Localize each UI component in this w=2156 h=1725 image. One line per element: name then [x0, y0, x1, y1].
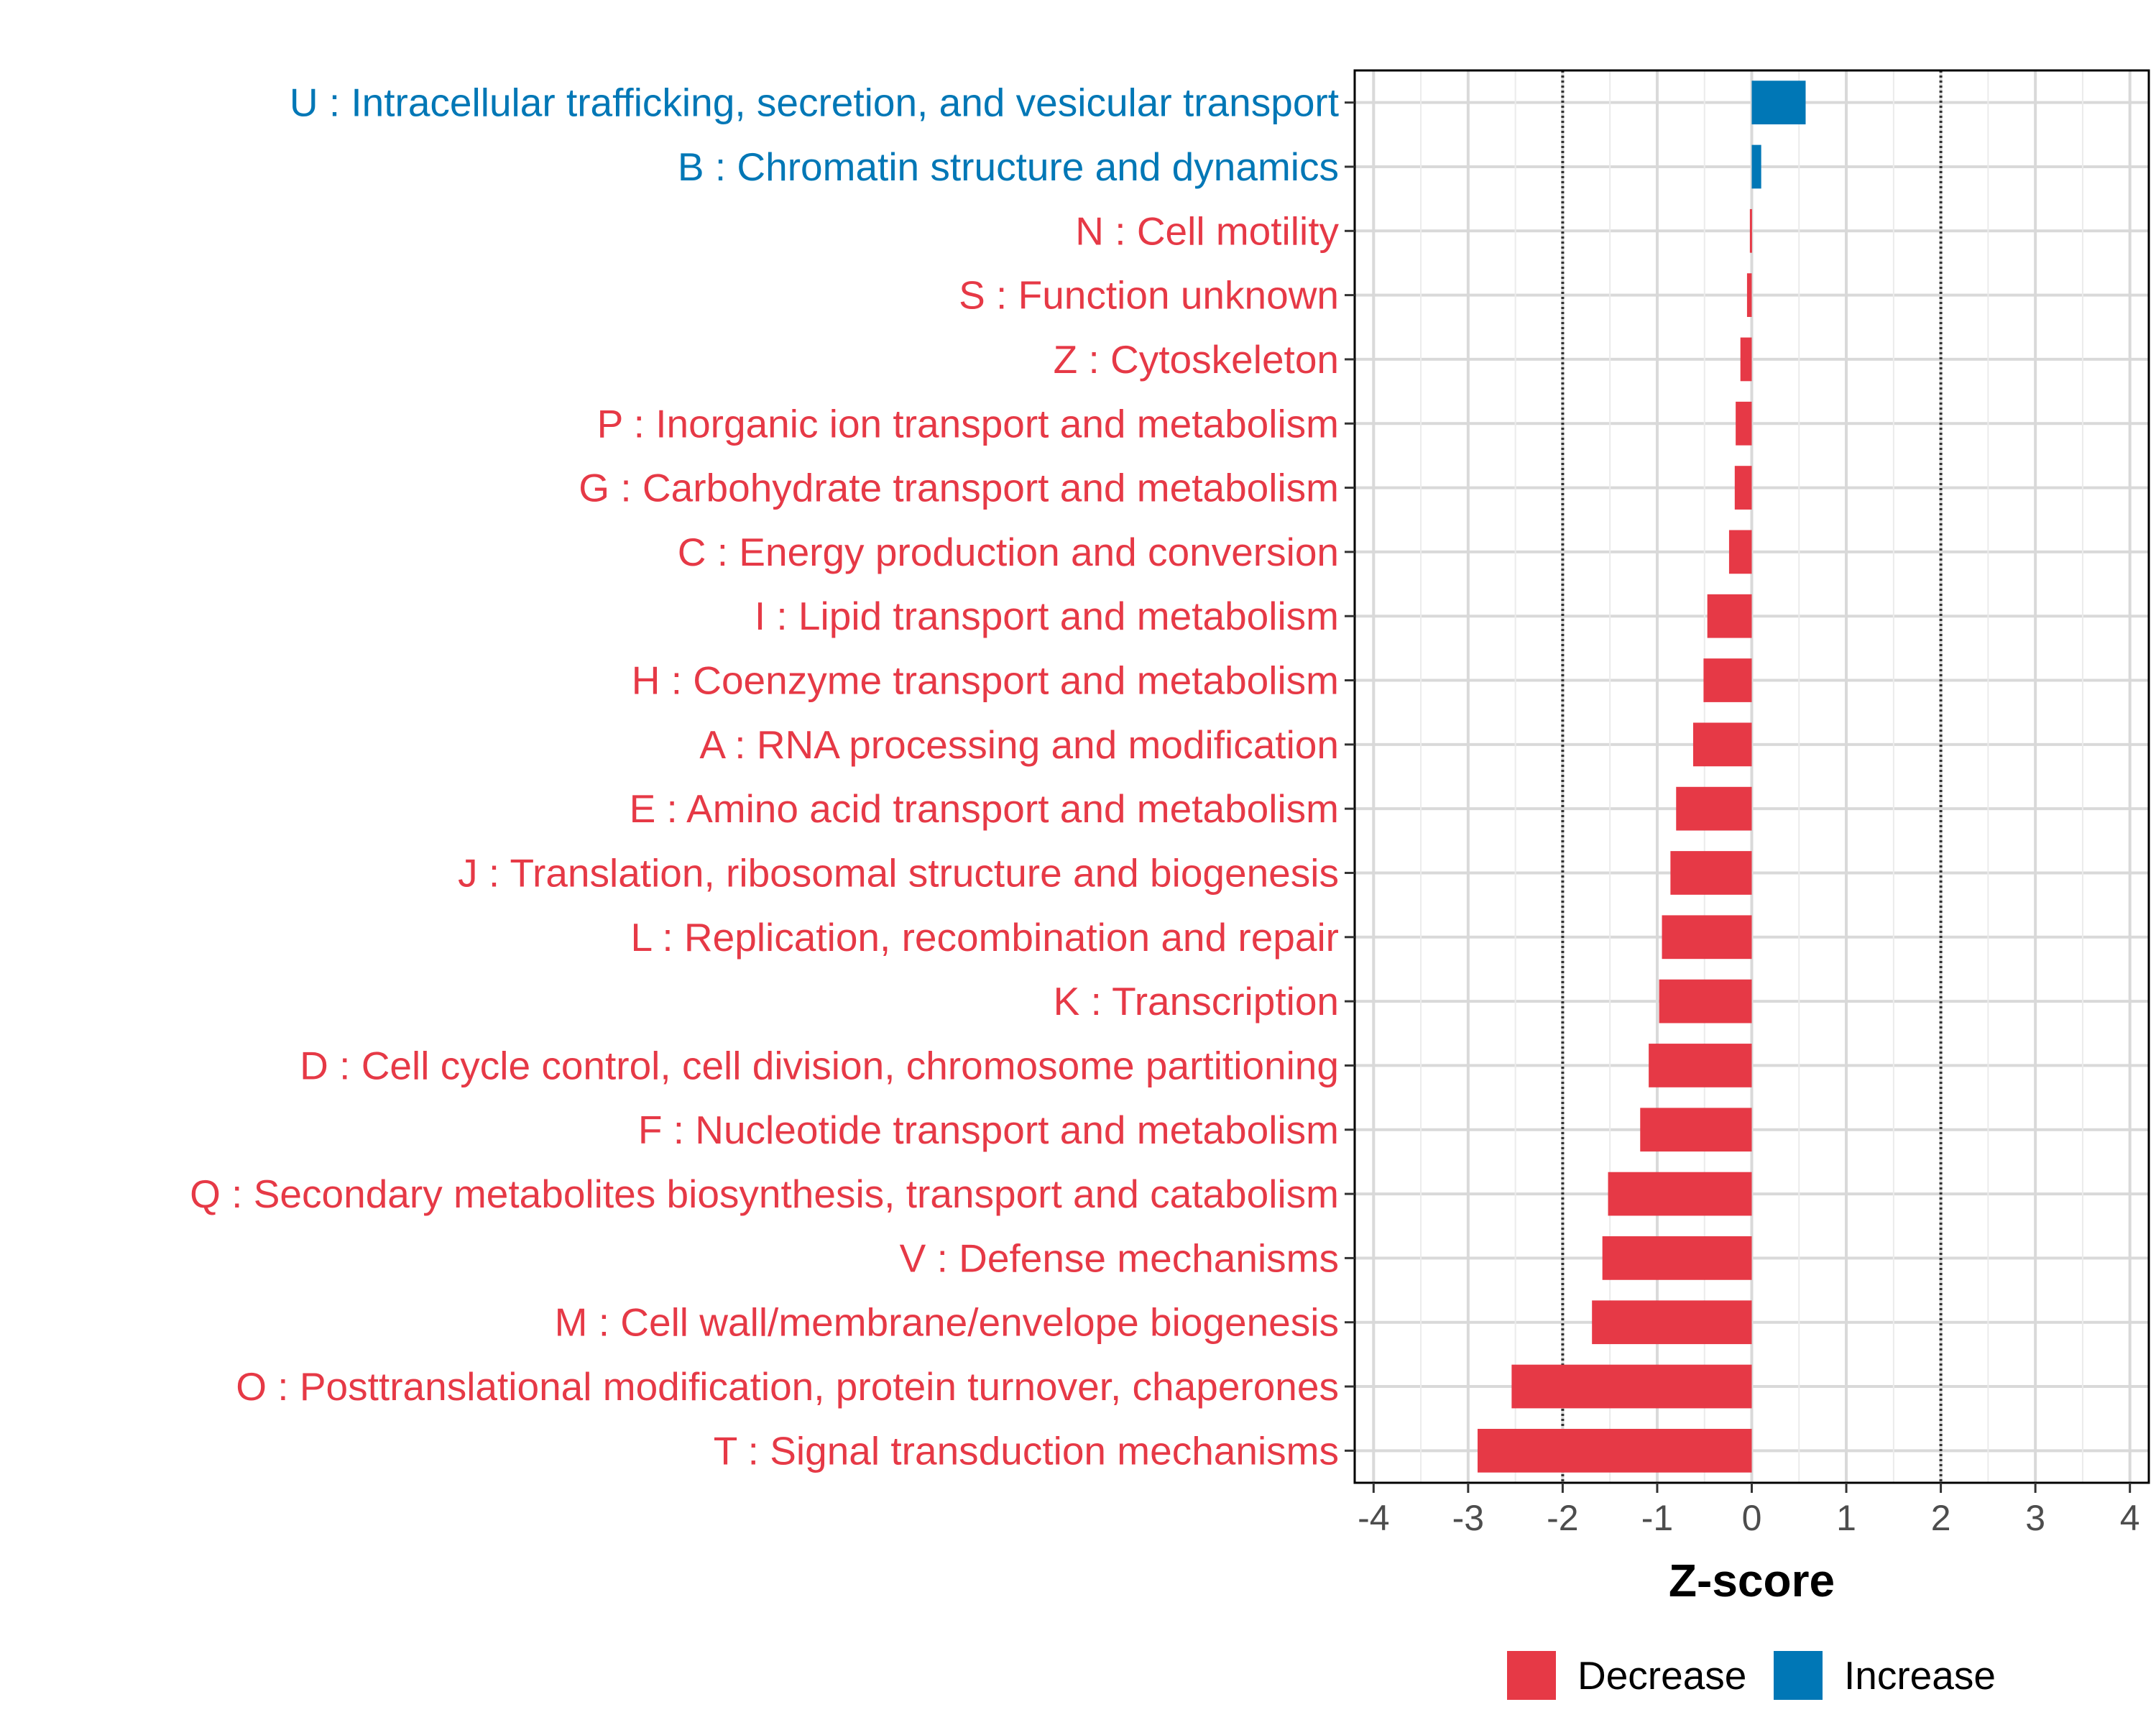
bar [1746, 273, 1752, 317]
category-label: Z : Cytoskeleton [1054, 337, 1339, 382]
category-label: Q : Secondary metabolites biosynthesis, … [190, 1172, 1339, 1216]
bar [1751, 80, 1806, 125]
bar [1592, 1300, 1752, 1345]
category-label: N : Cell motility [1075, 208, 1339, 253]
y-axis: U : Intracellular trafficking, secretion… [190, 80, 1355, 1473]
bar [1640, 1108, 1752, 1152]
x-tick-label: -1 [1641, 1498, 1673, 1538]
category-label: O : Posttranslational modification, prot… [236, 1364, 1339, 1409]
bar [1749, 208, 1752, 253]
bar [1676, 786, 1752, 831]
legend-swatch [1507, 1651, 1556, 1700]
x-tick-label: -2 [1547, 1498, 1578, 1538]
category-label: H : Coenzyme transport and metabolism [632, 658, 1339, 703]
category-label: G : Carbohydrate transport and metabolis… [579, 466, 1339, 510]
x-tick-label: 2 [1931, 1498, 1951, 1538]
bar [1740, 337, 1752, 382]
x-tick-label: 1 [1836, 1498, 1856, 1538]
bar [1602, 1236, 1752, 1280]
bar [1734, 466, 1752, 510]
bars [1478, 80, 1806, 1473]
bar [1670, 851, 1752, 895]
x-tick-label: -4 [1358, 1498, 1389, 1538]
category-label: M : Cell wall/membrane/envelope biogenes… [555, 1300, 1339, 1345]
bar [1751, 144, 1761, 189]
x-tick-label: 3 [2025, 1498, 2045, 1538]
bar [1728, 530, 1752, 574]
legend-label: Decrease [1577, 1653, 1746, 1698]
x-tick-label: -3 [1452, 1498, 1484, 1538]
category-label: S : Function unknown [959, 273, 1339, 318]
category-label: B : Chromatin structure and dynamics [678, 144, 1339, 189]
bar [1478, 1428, 1752, 1473]
bar [1736, 401, 1752, 446]
category-label: K : Transcription [1054, 979, 1339, 1024]
category-label: U : Intracellular trafficking, secretion… [290, 80, 1339, 125]
x-tick-label: 4 [2120, 1498, 2140, 1538]
bar [1649, 1044, 1752, 1087]
legend-swatch [1774, 1651, 1823, 1700]
bar [1659, 979, 1752, 1024]
bar [1511, 1364, 1752, 1409]
category-label: C : Energy production and conversion [678, 530, 1339, 574]
category-label: I : Lipid transport and metabolism [755, 594, 1339, 638]
x-axis: -4 -3 -2 -1 0 1 2 3 4 [1358, 1483, 2140, 1538]
category-label: J : Translation, ribosomal structure and… [458, 850, 1339, 895]
category-label: T : Signal transduction mechanisms [714, 1428, 1339, 1473]
category-label: F : Nucleotide transport and metabolism [638, 1108, 1339, 1152]
category-label: A : RNA processing and modification [699, 722, 1339, 767]
bar [1707, 594, 1752, 638]
legend: Decrease Increase [1507, 1651, 1996, 1700]
category-label: L : Replication, recombination and repai… [631, 915, 1339, 960]
reference-lines [1561, 70, 1943, 1483]
bar [1608, 1172, 1752, 1216]
x-tick-label: 0 [1742, 1498, 1762, 1538]
bar [1662, 915, 1752, 960]
x-axis-title: Z-score [1669, 1555, 1835, 1606]
category-label: D : Cell cycle control, cell division, c… [300, 1043, 1339, 1087]
bar [1692, 722, 1752, 767]
category-label: E : Amino acid transport and metabolism [630, 786, 1339, 831]
category-label: P : Inorganic ion transport and metaboli… [597, 401, 1339, 446]
bar [1703, 658, 1752, 702]
category-label: V : Defense mechanisms [900, 1236, 1339, 1280]
legend-label: Increase [1844, 1653, 1996, 1698]
